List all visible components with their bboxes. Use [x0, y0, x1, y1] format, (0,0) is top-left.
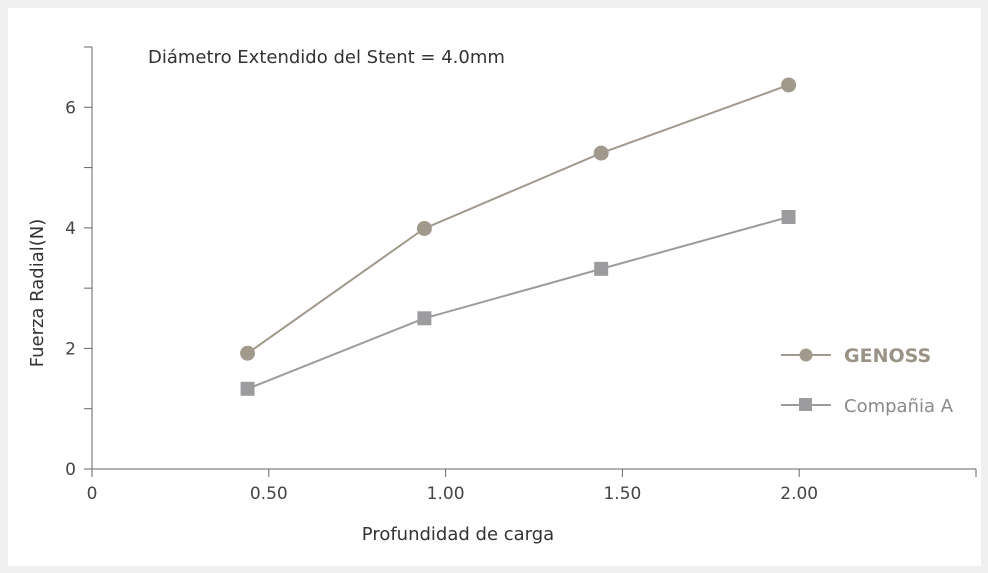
- data-point-compa-ia-a: [781, 210, 796, 225]
- series-line-genoss: [247, 84, 789, 355]
- legend-label-genoss: GENOSS: [844, 345, 931, 367]
- data-point-compa-ia-a: [240, 381, 255, 396]
- legend-item-genoss: GENOSS: [781, 345, 931, 367]
- chart-panel: 0 0.50 1.00 1.50 2.00 0 2 4 6 Diámetro Extendido…: [8, 8, 981, 566]
- data-point-genoss: [416, 220, 432, 236]
- x-tick-label: 0.50: [250, 484, 288, 504]
- series-line-compa-ia-a: [247, 216, 789, 390]
- x-tick-label: 0: [87, 484, 98, 504]
- x-tick-label: 1.50: [603, 484, 641, 504]
- data-point-genoss: [240, 345, 256, 361]
- y-tick-label: 2: [65, 339, 76, 359]
- y-tick-label: 0: [65, 460, 76, 480]
- data-point-genoss: [593, 145, 609, 161]
- data-point-compa-ia-a: [417, 311, 432, 326]
- series-layer: [240, 77, 797, 396]
- legend-item-compania-a: Compañia A: [781, 396, 954, 417]
- y-axis-title: Fuerza Radial(N): [27, 219, 48, 368]
- x-tick-label: 2.00: [780, 484, 818, 504]
- x-axis-title: Profundidad de carga: [362, 524, 554, 545]
- axes: 0 0.50 1.00 1.50 2.00 0 2 4 6: [65, 46, 977, 504]
- legend-label-compania-a: Compañia A: [844, 396, 954, 417]
- y-tick-label: 4: [65, 219, 76, 239]
- x-tick-label: 1.00: [427, 484, 465, 504]
- data-point-compa-ia-a: [594, 261, 609, 276]
- legend-marker-compania-a: [799, 398, 812, 411]
- line-chart: 0 0.50 1.00 1.50 2.00 0 2 4 6 Diámetro Extendido…: [27, 46, 977, 545]
- chart-annotation: Diámetro Extendido del Stent = 4.0mm: [148, 47, 505, 68]
- legend-marker-genoss: [799, 348, 813, 362]
- y-tick-label: 6: [65, 98, 76, 118]
- legend: GENOSS Compañia A: [781, 345, 954, 417]
- data-point-genoss: [781, 77, 797, 93]
